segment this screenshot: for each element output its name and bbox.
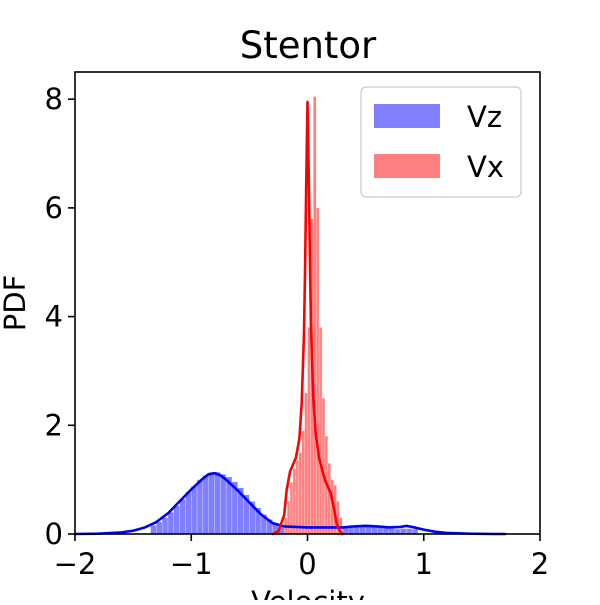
hist-bar-vx <box>318 327 323 535</box>
hist-bar-vz <box>150 525 157 535</box>
hist-bar-vz <box>173 505 180 535</box>
hist-bar-vz <box>202 475 209 535</box>
hist-bar-vz <box>406 528 413 535</box>
y-tick-label: 0 <box>45 517 63 551</box>
hist-bar-vz <box>185 491 192 535</box>
y-tick-label: 2 <box>45 408 63 442</box>
hist-bar-vz <box>156 521 163 535</box>
x-tick-label: −1 <box>170 547 213 581</box>
x-axis-label: Velocity <box>251 585 365 600</box>
legend-label-vx: Vx <box>467 150 504 184</box>
y-tick-label: 6 <box>45 191 63 225</box>
hist-bar-vx <box>316 207 320 535</box>
y-axis-ticks: 0 2 4 6 8 <box>45 82 75 551</box>
y-tick-label: 4 <box>45 300 63 334</box>
hist-bar-vx <box>292 468 297 535</box>
x-tick-label: 2 <box>531 547 549 581</box>
hist-bar-vz <box>179 499 186 535</box>
legend: Vz Vx <box>360 86 522 198</box>
kde-line-vz <box>73 471 507 536</box>
hist-bar-vx <box>327 463 331 535</box>
y-tick-label: 8 <box>45 82 63 116</box>
hist-bar-vz <box>400 528 407 535</box>
hist-bar-vz <box>167 512 175 535</box>
hist-bar-vz <box>382 527 390 535</box>
x-tick-label: 0 <box>298 547 316 581</box>
hist-bar-vz <box>196 479 204 535</box>
hist-bar-vz <box>214 471 221 535</box>
hist-bar-vx <box>286 501 291 535</box>
x-tick-label: 1 <box>415 547 433 581</box>
hist-bar-vx <box>301 430 305 535</box>
legend-swatch-vz <box>374 104 440 128</box>
hist-bar-vx <box>307 327 311 535</box>
hist-bar-vz <box>191 485 198 535</box>
legend-swatch-vx <box>374 154 440 178</box>
hist-bar-vx <box>298 452 302 535</box>
chart-title: Stentor <box>240 24 377 67</box>
hist-bar-vx <box>295 460 299 535</box>
kde-line-vx <box>271 100 344 536</box>
y-axis-label: PDF <box>0 275 32 332</box>
x-tick-label: −2 <box>54 547 97 581</box>
hist-bar-vx <box>313 96 317 535</box>
hist-bar-vz <box>220 474 227 535</box>
kde-curves <box>73 100 507 536</box>
hist-bar-vz <box>161 517 169 535</box>
hist-bar-vz <box>388 528 395 535</box>
x-axis-ticks: −2 −1 0 1 2 <box>54 534 549 581</box>
legend-label-vz: Vz <box>467 100 502 134</box>
hist-bar-vx <box>304 392 308 535</box>
hist-bar-vz <box>208 472 215 535</box>
